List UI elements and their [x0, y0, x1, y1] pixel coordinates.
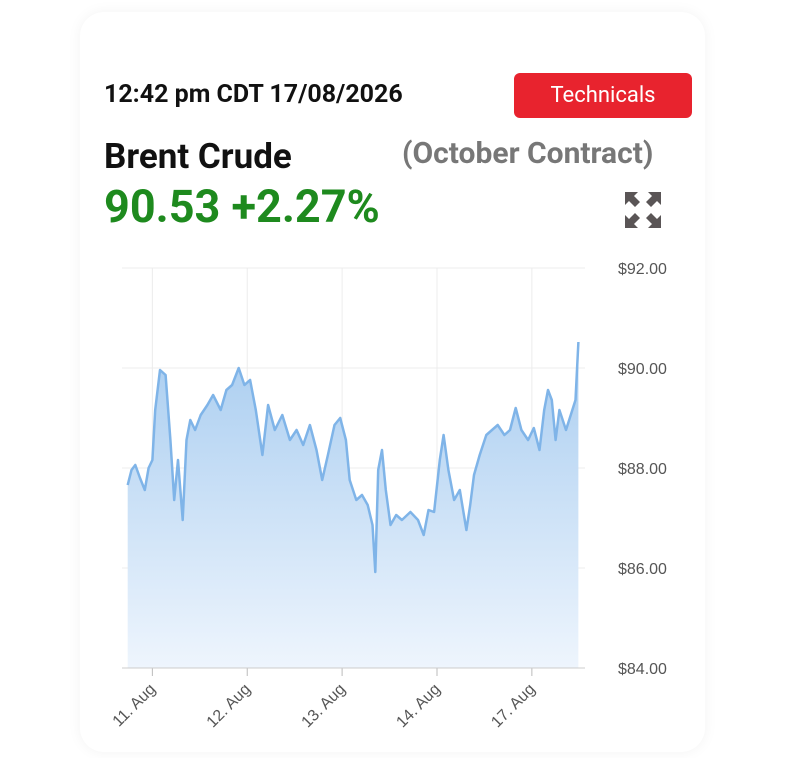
- y-tick-label: $84.00: [618, 661, 667, 678]
- instrument-name: Brent Crude: [104, 136, 292, 177]
- change: +2.27%: [231, 180, 380, 233]
- x-tick-label: 14. Aug: [393, 681, 443, 731]
- timestamp: 12:42 pm CDT 17/08/2026: [104, 80, 403, 109]
- y-tick-label: $92.00: [618, 261, 667, 278]
- fullscreen-icon[interactable]: [623, 190, 663, 230]
- technicals-button[interactable]: Technicals: [514, 73, 692, 118]
- x-tick-label: 11. Aug: [110, 681, 160, 731]
- x-tick-label: 12. Aug: [204, 681, 254, 731]
- price-line: [126, 341, 580, 574]
- area-fill: [127, 342, 579, 668]
- x-tick-label: 13. Aug: [299, 681, 349, 731]
- x-tick-label: 17. Aug: [488, 681, 538, 731]
- price: 90.53: [104, 180, 221, 233]
- y-tick-label: $90.00: [618, 361, 667, 378]
- price-line: 90.53 +2.27%: [104, 180, 380, 233]
- contract: (October Contract): [402, 136, 654, 171]
- y-tick-label: $86.00: [618, 561, 667, 578]
- y-tick-label: $88.00: [618, 461, 667, 478]
